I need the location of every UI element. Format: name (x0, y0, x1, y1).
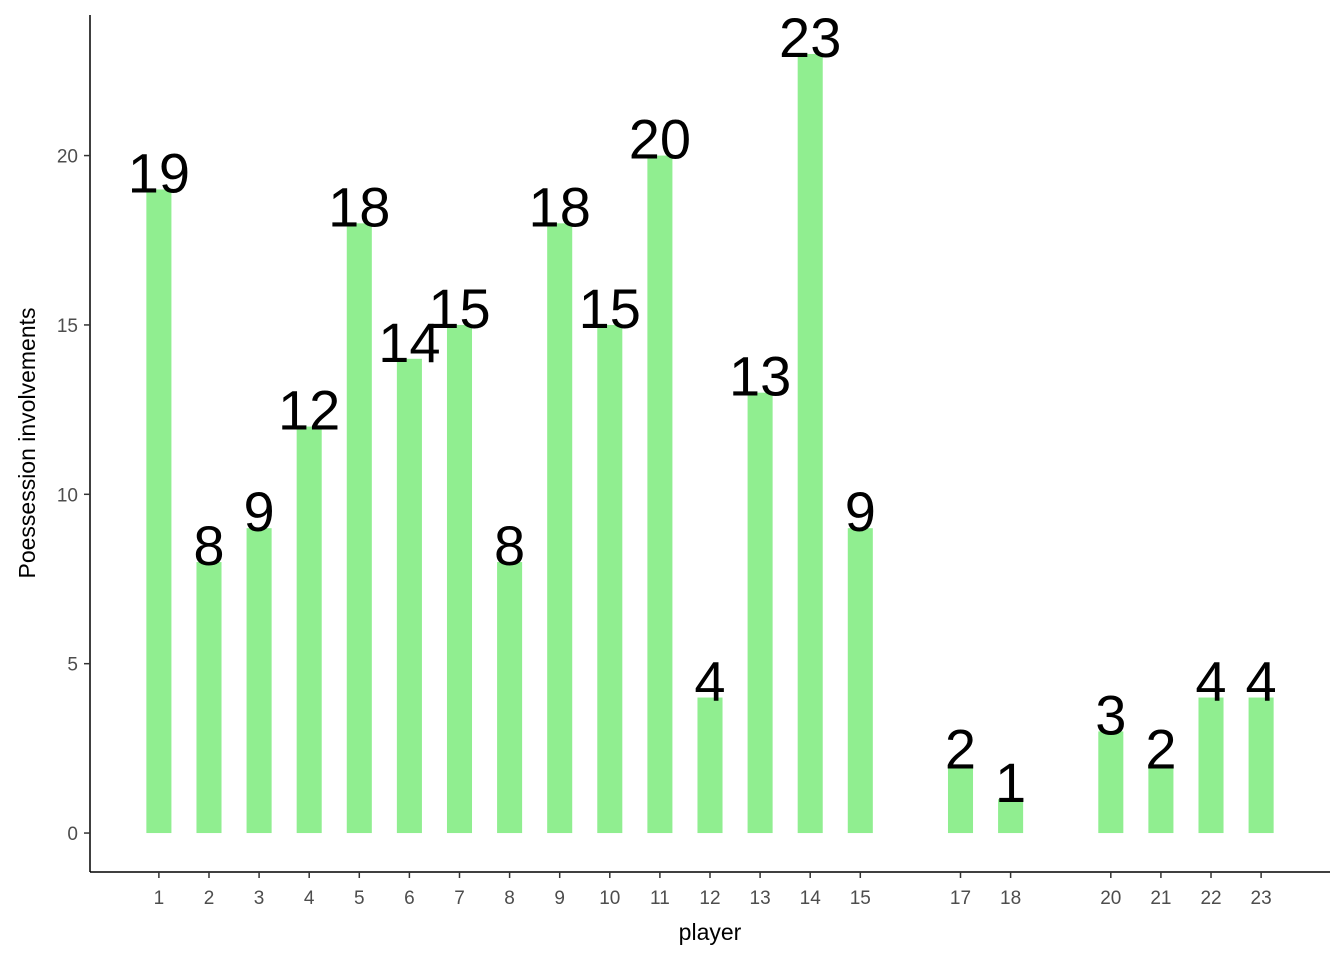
value-label: 12 (278, 379, 340, 442)
value-label: 2 (1145, 717, 1176, 780)
value-label: 1 (995, 751, 1026, 814)
bar (998, 799, 1024, 834)
bar (797, 53, 823, 834)
bar (1098, 731, 1124, 834)
value-label: 4 (1246, 650, 1277, 713)
value-label: 19 (128, 141, 190, 204)
bar (647, 155, 673, 834)
x-tick-label: 23 (1251, 888, 1272, 909)
y-tick-label: 0 (67, 824, 78, 845)
x-tick-label: 11 (650, 888, 670, 909)
y-axis-title: Poessession involvements (14, 307, 40, 578)
bar (296, 426, 322, 834)
bar (1148, 765, 1174, 834)
value-label: 3 (1095, 683, 1126, 746)
value-label: 15 (428, 277, 490, 340)
x-tick-label: 12 (699, 888, 720, 909)
value-label: 23 (779, 6, 841, 69)
value-label: 8 (193, 514, 224, 577)
x-tick-label: 14 (800, 888, 822, 909)
x-tick-label: 18 (1000, 888, 1021, 909)
y-tick-label: 5 (67, 655, 78, 676)
value-label: 4 (694, 650, 725, 713)
x-tick-label: 7 (454, 888, 465, 909)
x-tick-label: 21 (1150, 888, 1171, 909)
y-tick-label: 15 (57, 316, 78, 337)
value-label: 4 (1195, 650, 1226, 713)
bar (497, 562, 523, 834)
bar (196, 562, 222, 834)
x-tick-label: 2 (204, 888, 215, 909)
bar (1248, 697, 1274, 834)
bar (947, 765, 974, 834)
y-tick-label: 10 (57, 485, 78, 506)
bar (1198, 697, 1224, 834)
x-tick-label: 17 (950, 888, 971, 909)
value-label: 14 (378, 311, 440, 374)
value-label: 20 (629, 108, 691, 171)
x-tick-label: 22 (1200, 888, 1221, 909)
value-label: 15 (579, 277, 641, 340)
value-label: 18 (328, 175, 390, 238)
bar (146, 189, 172, 834)
value-label: 8 (494, 514, 525, 577)
x-tick-label: 1 (154, 888, 165, 909)
x-tick-label: 9 (554, 888, 565, 909)
bar (597, 324, 623, 834)
x-tick-label: 8 (504, 888, 515, 909)
x-tick-label: 4 (304, 888, 315, 909)
x-tick-label: 5 (354, 888, 365, 909)
x-tick-label: 6 (404, 888, 415, 909)
bar (847, 528, 873, 834)
bar (246, 528, 272, 834)
bar (747, 392, 773, 834)
value-label: 13 (729, 345, 791, 408)
x-tick-label: 13 (750, 888, 771, 909)
bar (547, 223, 573, 834)
x-tick-label: 15 (850, 888, 871, 909)
bar (346, 223, 372, 834)
x-axis-title: player (679, 919, 742, 945)
x-tick-label: 3 (254, 888, 265, 909)
value-label: 2 (945, 717, 976, 780)
value-label: 9 (845, 480, 876, 543)
bar (697, 697, 723, 834)
x-tick-label: 10 (599, 888, 620, 909)
value-label: 9 (244, 480, 275, 543)
bar (446, 324, 473, 834)
y-tick-label: 20 (57, 147, 78, 168)
bar (396, 358, 422, 834)
value-label: 18 (529, 175, 591, 238)
x-tick-label: 20 (1100, 888, 1121, 909)
